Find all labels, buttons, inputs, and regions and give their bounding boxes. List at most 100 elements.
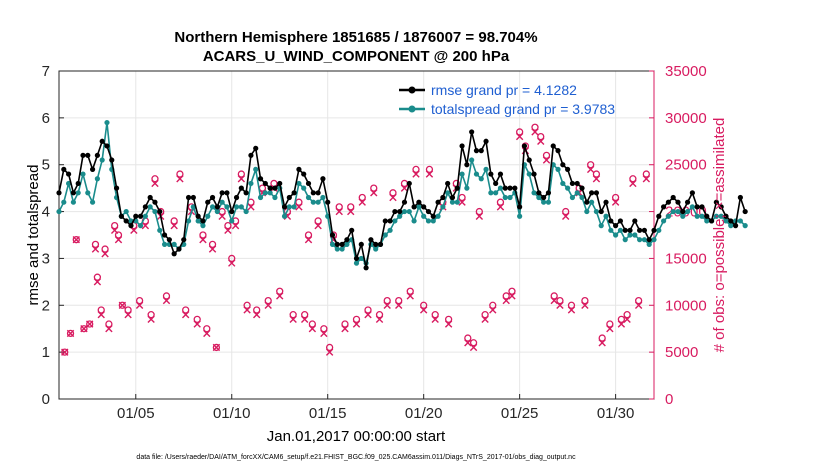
plot-frame: [58, 70, 655, 400]
obs-possible-point: [91, 240, 100, 249]
rmse-point: [61, 166, 67, 172]
obs-assimilated-stroke: [264, 301, 272, 309]
obs-assimilated-point: [556, 301, 564, 309]
spread-point: [632, 232, 638, 238]
obs-assimilated-stroke: [634, 301, 643, 309]
rmse-point: [353, 255, 360, 262]
rmse-point: [118, 213, 124, 219]
spread-point: [272, 194, 278, 201]
legend-spread-marker: [408, 105, 416, 113]
rmse-point: [742, 208, 748, 215]
spread-point: [243, 208, 249, 215]
obs-assimilated-stroke: [243, 306, 251, 314]
rmse-point: [584, 199, 590, 205]
rmse-point: [665, 199, 671, 205]
obs-assimilated-point: [228, 259, 236, 267]
obs-assimilated-stroke: [247, 203, 255, 211]
obs-possible-point: [642, 170, 650, 178]
obs-assimilated-stroke: [61, 348, 69, 356]
obs-assimilated-point: [489, 306, 497, 314]
x-axis-label: Jan.01,2017 00:00:00 start: [267, 428, 446, 445]
rmse-point: [99, 138, 105, 144]
y-axis-label-right: # of obs: o=possible; ×=assimilated: [711, 118, 728, 353]
spread-point: [80, 171, 86, 177]
obs-possible-point: [341, 320, 349, 328]
rmse-point: [574, 180, 580, 187]
rmse-point: [704, 213, 710, 219]
spread-point: [488, 190, 494, 196]
spread-point: [219, 199, 225, 205]
spread-point: [526, 171, 532, 177]
spread-point: [61, 199, 67, 205]
obs-assimilated-point: [199, 235, 207, 244]
spread-point: [464, 185, 470, 191]
rmse-point: [728, 218, 734, 224]
obs-assimilated-point: [531, 128, 539, 136]
obs-assimilated-point: [425, 170, 434, 178]
rmse-point: [190, 194, 196, 201]
obs-possible-point: [489, 301, 497, 309]
obs-assimilated-stroke: [592, 175, 601, 183]
rmse-point: [613, 223, 619, 229]
obs-possible-point: [617, 315, 626, 323]
rmse-point: [305, 180, 312, 187]
obs-assimilated-point: [464, 339, 472, 347]
spread-point: [473, 171, 480, 177]
spread-point: [584, 208, 590, 215]
obs-assimilated-stroke: [537, 137, 545, 145]
obs-assimilated-point: [352, 320, 361, 328]
spread-point: [589, 199, 595, 205]
rmse-point: [632, 218, 638, 224]
spread-line: [58, 122, 746, 265]
spread-point: [641, 237, 648, 243]
obs-possible-point: [264, 296, 272, 305]
left-tick-label: 4: [42, 204, 50, 221]
rmse-point: [732, 223, 739, 229]
rmse-point: [517, 204, 523, 210]
obs-possible-point: [93, 273, 102, 281]
obs-possible-point: [598, 334, 606, 342]
obs-possible-point: [101, 245, 109, 253]
rmse-point: [425, 208, 432, 215]
obs-assimilated-stroke: [124, 310, 132, 319]
rmse-point: [329, 232, 336, 238]
obs-assimilated-stroke: [617, 320, 626, 328]
rmse-point: [435, 199, 441, 205]
obs-assimilated-stroke: [508, 292, 516, 300]
rmse-point: [689, 190, 695, 196]
rmse-point: [507, 185, 513, 191]
obs-assimilated-stroke: [550, 296, 558, 305]
spread-point: [440, 204, 446, 210]
left-tick-label: 7: [42, 63, 50, 80]
spread-point: [353, 260, 360, 266]
rmse-point: [157, 208, 163, 215]
rmse-point: [301, 171, 307, 177]
chart-title-line1: Northern Hemisphere 1851685 / 1876007 = …: [174, 29, 537, 46]
legend-rmse-marker: [408, 86, 416, 94]
obs-assimilated-stroke: [80, 325, 88, 333]
obs-assimilated-stroke: [141, 221, 150, 230]
rmse-point: [392, 208, 398, 215]
spread-point: [445, 190, 451, 196]
right-tick-label: 35000: [665, 63, 707, 80]
rmse-point: [349, 227, 355, 233]
obs-assimilated-point: [151, 179, 159, 188]
rmse-point: [454, 185, 460, 191]
obs-assimilated-stroke: [395, 301, 403, 309]
spread-point: [617, 227, 624, 233]
spread-point: [137, 223, 144, 229]
obs-assimilated-point: [358, 198, 366, 206]
rmse-point: [560, 162, 566, 168]
obs-assimilated-point: [537, 137, 545, 145]
rmse-point: [445, 180, 451, 187]
obs-assimilated-stroke: [314, 221, 322, 230]
spread-point: [161, 241, 168, 247]
obs-possible-point: [147, 311, 155, 319]
rmse-series: [56, 129, 748, 271]
obs-assimilated-point: [347, 207, 355, 216]
data-file-footnote: data file: /Users/raeder/DAI/ATM_forcXX/…: [136, 454, 576, 461]
rmse-point: [526, 157, 532, 163]
spread-point: [541, 199, 547, 205]
left-tick-label: 2: [42, 297, 50, 314]
right-tick-label: 30000: [665, 110, 707, 127]
